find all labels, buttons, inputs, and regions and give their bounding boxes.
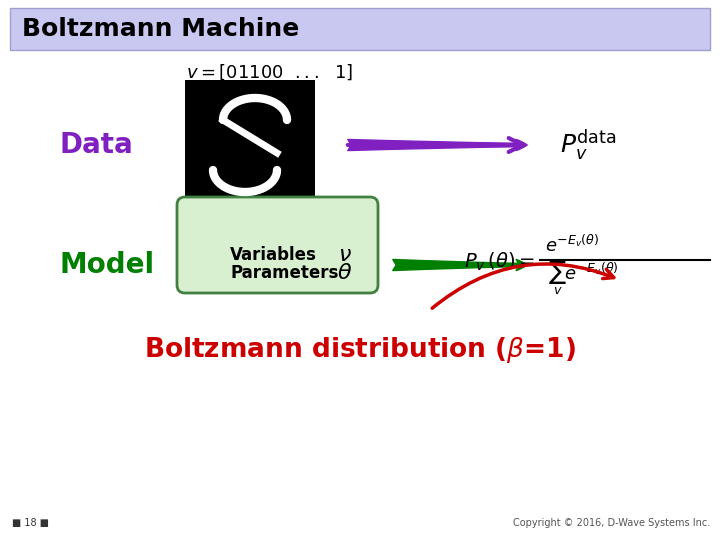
Text: Variables: Variables bbox=[230, 246, 317, 264]
FancyBboxPatch shape bbox=[177, 197, 378, 293]
Text: $\theta$: $\theta$ bbox=[338, 263, 353, 283]
Text: Boltzmann Machine: Boltzmann Machine bbox=[22, 17, 300, 41]
Text: ■ 18 ■: ■ 18 ■ bbox=[12, 518, 49, 528]
Text: Boltzmann distribution ($\beta$=1): Boltzmann distribution ($\beta$=1) bbox=[144, 335, 576, 365]
Text: $P_v^{\rm data}$: $P_v^{\rm data}$ bbox=[560, 127, 616, 163]
Text: $P_v\,(\theta) = $: $P_v\,(\theta) = $ bbox=[464, 251, 535, 273]
Text: $e^{-E_v(\theta)}$: $e^{-E_v(\theta)}$ bbox=[545, 234, 600, 255]
Text: $v = [01100\ \ ...\ \ 1]$: $v = [01100\ \ ...\ \ 1]$ bbox=[186, 62, 354, 82]
FancyBboxPatch shape bbox=[10, 8, 710, 50]
Text: $\nu$: $\nu$ bbox=[338, 245, 352, 265]
Text: Copyright © 2016, D-Wave Systems Inc.: Copyright © 2016, D-Wave Systems Inc. bbox=[513, 518, 710, 528]
Text: Model: Model bbox=[60, 251, 155, 279]
Text: $\sum_v e^{-E_v(\theta)}$: $\sum_v e^{-E_v(\theta)}$ bbox=[548, 259, 618, 297]
Text: Data: Data bbox=[60, 131, 134, 159]
Text: Parameters: Parameters bbox=[230, 264, 338, 282]
FancyBboxPatch shape bbox=[185, 80, 315, 210]
